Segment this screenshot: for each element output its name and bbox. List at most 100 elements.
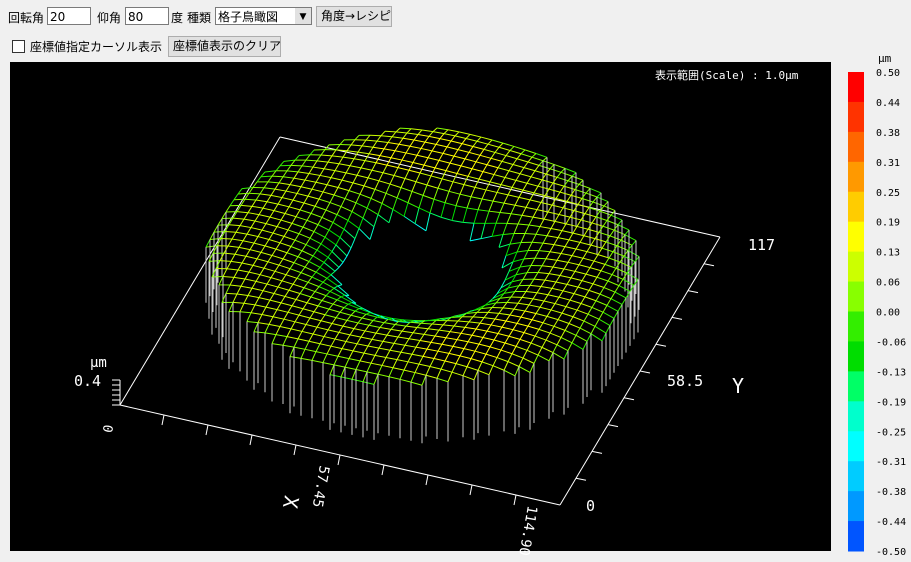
mesh-line: [577, 280, 583, 288]
mesh-line: [297, 165, 303, 173]
mesh-line: [423, 333, 436, 337]
elevation-input[interactable]: 80: [125, 7, 169, 25]
mesh-line: [224, 224, 230, 232]
mesh-line: [254, 220, 267, 225]
angle-button[interactable]: 角度→レシピ: [316, 6, 392, 27]
mesh-line: [305, 154, 311, 161]
mesh-line: [470, 350, 476, 359]
mesh-line: [421, 375, 427, 386]
mesh-line: [426, 348, 439, 352]
mesh-line: [517, 302, 530, 306]
mesh-line: [518, 357, 524, 367]
mesh-line: [420, 320, 426, 324]
mesh-line: [251, 287, 264, 292]
mesh-line: [486, 164, 499, 169]
mesh-line: [310, 296, 323, 301]
mesh-line: [300, 349, 306, 359]
rotation-input[interactable]: 20: [47, 7, 91, 25]
mesh-line: [485, 189, 498, 193]
mesh-line: [523, 325, 529, 333]
mesh-line: [573, 204, 579, 211]
mesh-line: [387, 318, 400, 322]
mesh-line: [510, 213, 523, 216]
mesh-line: [394, 143, 400, 152]
mesh-line: [335, 144, 341, 151]
mesh-line: [445, 331, 451, 339]
mesh-line: [457, 149, 470, 153]
mesh-line: [512, 329, 525, 334]
mesh-line: [494, 313, 500, 320]
mesh-line: [276, 302, 282, 310]
mesh-line: [603, 280, 609, 288]
mesh-line: [567, 175, 573, 182]
mesh-line: [331, 317, 337, 324]
mesh-line: [516, 153, 522, 160]
mesh-line: [446, 317, 452, 321]
mesh-line: [396, 187, 402, 198]
mesh-line: [302, 226, 315, 233]
mesh-line: [253, 242, 266, 247]
mesh-line: [269, 216, 282, 221]
mesh-line: [342, 255, 348, 263]
clear-button[interactable]: 座標値表示のクリア: [168, 36, 281, 57]
mesh-line: [578, 183, 591, 189]
mesh-line: [244, 192, 250, 200]
mesh-line: [259, 274, 272, 279]
mesh-line: [239, 311, 252, 314]
mesh-line: [298, 226, 304, 234]
mesh-line: [503, 369, 516, 377]
mesh-line: [312, 255, 325, 263]
mesh-line: [322, 277, 328, 283]
mesh-line: [445, 337, 458, 341]
mesh-line: [296, 272, 302, 279]
mesh-line: [302, 220, 308, 228]
mesh-line: [441, 343, 454, 347]
mesh-line: [612, 245, 618, 253]
mesh-line: [411, 190, 424, 196]
mesh-line: [515, 339, 521, 347]
mesh-line: [514, 197, 520, 206]
mesh-line: [556, 337, 562, 346]
mesh-line: [416, 148, 422, 156]
mesh-line: [344, 358, 350, 368]
mesh-line: [511, 186, 524, 191]
mesh-line: [240, 198, 246, 206]
mesh-line: [359, 185, 365, 195]
mesh-line: [582, 251, 588, 259]
mesh-line: [609, 235, 622, 241]
mesh-line: [514, 204, 527, 208]
checkbox[interactable]: [12, 40, 25, 53]
mesh-line: [537, 347, 543, 356]
mesh-line: [464, 158, 477, 163]
mesh-line: [243, 302, 256, 306]
mesh-line: [381, 357, 387, 366]
mesh-line: [475, 328, 488, 332]
mesh-line: [618, 279, 624, 286]
type-select[interactable]: 格子鳥瞰図 ▼: [215, 7, 312, 25]
mesh-line: [284, 212, 297, 218]
mesh-line: [418, 363, 431, 367]
mesh-line: [253, 322, 259, 332]
mesh-line: [276, 226, 289, 231]
mesh-line: [327, 155, 333, 163]
mesh-line: [586, 333, 592, 342]
mesh-line: [461, 313, 467, 318]
mesh-line: [514, 366, 520, 376]
mesh-line: [324, 144, 330, 150]
mesh-line: [490, 324, 503, 328]
mesh-line: [260, 245, 266, 253]
mesh-line: [356, 336, 362, 345]
mesh-line: [544, 279, 557, 283]
mesh-line: [250, 227, 263, 231]
colorbar-segment: [848, 191, 864, 223]
mesh-line: [431, 320, 437, 325]
mesh-line: [383, 322, 396, 326]
colorbar-segment: [848, 371, 864, 402]
mesh-line: [502, 142, 515, 147]
mesh-line: [366, 198, 372, 209]
mesh-line: [412, 327, 418, 334]
mesh-line: [454, 135, 467, 139]
y-label: Y: [732, 374, 744, 398]
mesh-line: [460, 327, 466, 334]
mesh-line: [268, 239, 281, 244]
